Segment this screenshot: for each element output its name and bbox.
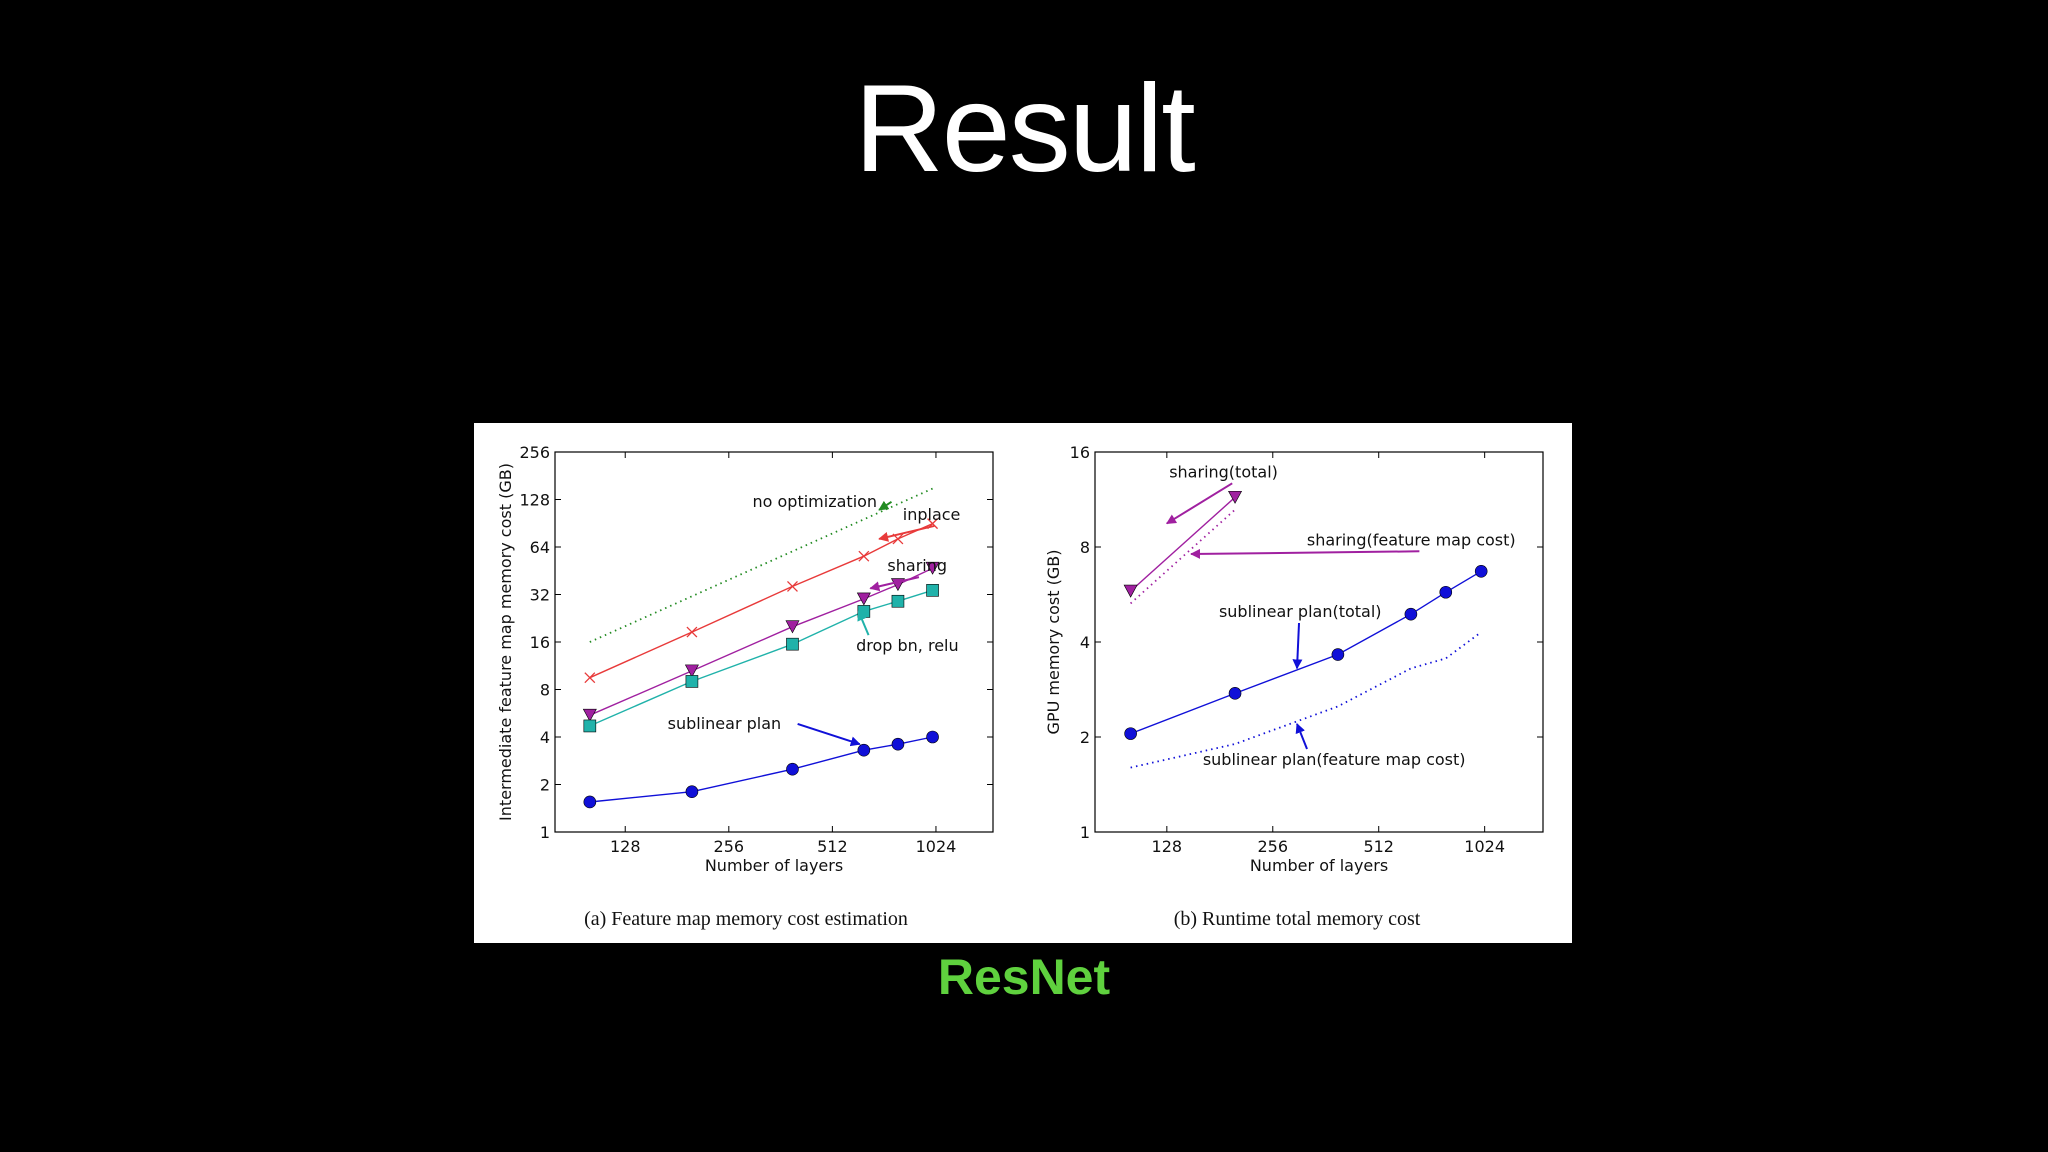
slide-title: Result bbox=[854, 60, 1195, 198]
marker-sublinear bbox=[685, 785, 699, 799]
annotation-label: no optimization bbox=[753, 492, 878, 511]
marker-sublinear_total bbox=[1228, 687, 1242, 700]
series-line-sharing bbox=[589, 567, 933, 716]
annotation-label: inplace bbox=[903, 505, 961, 524]
series-line-sublinear bbox=[589, 736, 933, 803]
marker-sharing bbox=[856, 592, 871, 606]
annotation-label: drop bn, relu bbox=[856, 636, 959, 655]
annotation-label: sublinear plan(feature map cost) bbox=[1203, 750, 1466, 769]
y-tick-label: 8 bbox=[1080, 538, 1090, 557]
chart-caption: (a) Feature map memory cost estimation bbox=[584, 908, 908, 930]
series-line-sharing_total bbox=[1130, 496, 1236, 592]
y-tick-label: 4 bbox=[1080, 633, 1090, 652]
marker-inplace bbox=[686, 626, 698, 638]
y-tick-label: 1 bbox=[1080, 823, 1090, 842]
annotation-arrow bbox=[1165, 482, 1233, 525]
series-line-sublinear_total bbox=[1130, 570, 1482, 735]
marker-sharing_total bbox=[1228, 490, 1243, 504]
annotation-arrow bbox=[1295, 723, 1308, 750]
annotation-label: sharing(total) bbox=[1169, 462, 1278, 481]
y-axis-label: Intermediate feature map memory cost (GB… bbox=[496, 463, 515, 821]
marker-sharing bbox=[785, 620, 800, 634]
y-tick-label: 4 bbox=[540, 728, 550, 747]
annotation-label: sublinear plan bbox=[668, 714, 782, 733]
x-tick-label: 128 bbox=[1152, 837, 1183, 856]
marker-sharing bbox=[582, 708, 597, 722]
series-line-noopt bbox=[589, 487, 933, 643]
x-axis-label: Number of layers bbox=[1250, 856, 1388, 875]
annotation-arrow bbox=[797, 722, 861, 747]
annotation-arrow bbox=[1292, 622, 1303, 670]
y-tick-label: 16 bbox=[530, 633, 550, 652]
x-tick-label: 1024 bbox=[916, 837, 957, 856]
annotation-label: sharing(feature map cost) bbox=[1307, 530, 1516, 549]
y-tick-label: 128 bbox=[519, 491, 550, 510]
y-tick-label: 32 bbox=[530, 586, 550, 605]
marker-inplace bbox=[787, 580, 798, 592]
y-tick-label: 2 bbox=[1080, 728, 1090, 747]
x-tick-label: 128 bbox=[610, 837, 641, 856]
marker-sublinear_total bbox=[1404, 607, 1418, 621]
marker-sublinear bbox=[786, 762, 799, 776]
plot-frame bbox=[1094, 451, 1544, 833]
annotation-label: sharing bbox=[887, 556, 947, 575]
marker-dropbn bbox=[786, 637, 799, 651]
series-line-dropbn bbox=[589, 589, 933, 727]
marker-sharing bbox=[684, 664, 699, 678]
marker-dropbn bbox=[891, 594, 905, 608]
y-tick-label: 16 bbox=[1070, 443, 1090, 462]
x-tick-label: 256 bbox=[1258, 837, 1289, 856]
y-tick-label: 2 bbox=[540, 776, 550, 795]
marker-sublinear bbox=[583, 795, 597, 809]
marker-inplace bbox=[584, 672, 596, 684]
marker-sublinear bbox=[926, 730, 939, 744]
marker-dropbn bbox=[926, 584, 939, 597]
marker-sublinear bbox=[857, 743, 871, 757]
marker-sublinear_total bbox=[1124, 727, 1137, 740]
annotation-arrow bbox=[869, 576, 920, 592]
series-line-sublinear_fm bbox=[1130, 631, 1482, 769]
y-tick-label: 64 bbox=[530, 538, 550, 557]
marker-sublinear_total bbox=[1439, 585, 1453, 599]
marker-sublinear bbox=[891, 737, 905, 751]
x-tick-label: 256 bbox=[714, 837, 745, 856]
chart-caption: (b) Runtime total memory cost bbox=[1174, 908, 1421, 930]
annotation-arrow bbox=[878, 500, 893, 511]
x-tick-label: 1024 bbox=[1464, 837, 1505, 856]
y-tick-label: 1 bbox=[540, 823, 550, 842]
marker-inplace bbox=[858, 550, 870, 562]
y-tick-label: 8 bbox=[540, 681, 550, 700]
chart-runtime-total-memory: 128 256 512 1024 1 2 4 8 16 Number of layers GPU m… bbox=[1044, 443, 1544, 930]
y-axis-label: GPU memory cost (GB) bbox=[1044, 550, 1063, 735]
y-tick-label: 256 bbox=[519, 443, 550, 462]
slide-subtitle: ResNet bbox=[937, 949, 1111, 1005]
marker-sublinear_total bbox=[1331, 648, 1345, 661]
x-tick-label: 512 bbox=[817, 837, 848, 856]
series-line-sharing_fm bbox=[1129, 509, 1236, 605]
annotation-arrow bbox=[878, 524, 935, 542]
series-line-inplace bbox=[589, 522, 933, 679]
marker-dropbn bbox=[583, 719, 597, 733]
marker-sharing bbox=[925, 561, 940, 575]
x-axis-label: Number of layers bbox=[705, 856, 843, 875]
figure-panel: 128 256 512 1024 1 2 4 8 16 32 64 128 256 Number of l… bbox=[474, 423, 1572, 943]
marker-sublinear_total bbox=[1474, 565, 1488, 578]
x-tick-label: 512 bbox=[1363, 837, 1394, 856]
marker-dropbn bbox=[685, 675, 699, 688]
annotation-arrow bbox=[1190, 548, 1420, 559]
annotation-arrow bbox=[857, 610, 870, 636]
marker-sharing_total bbox=[1123, 584, 1138, 598]
annotation-label: sublinear plan(total) bbox=[1219, 602, 1382, 621]
